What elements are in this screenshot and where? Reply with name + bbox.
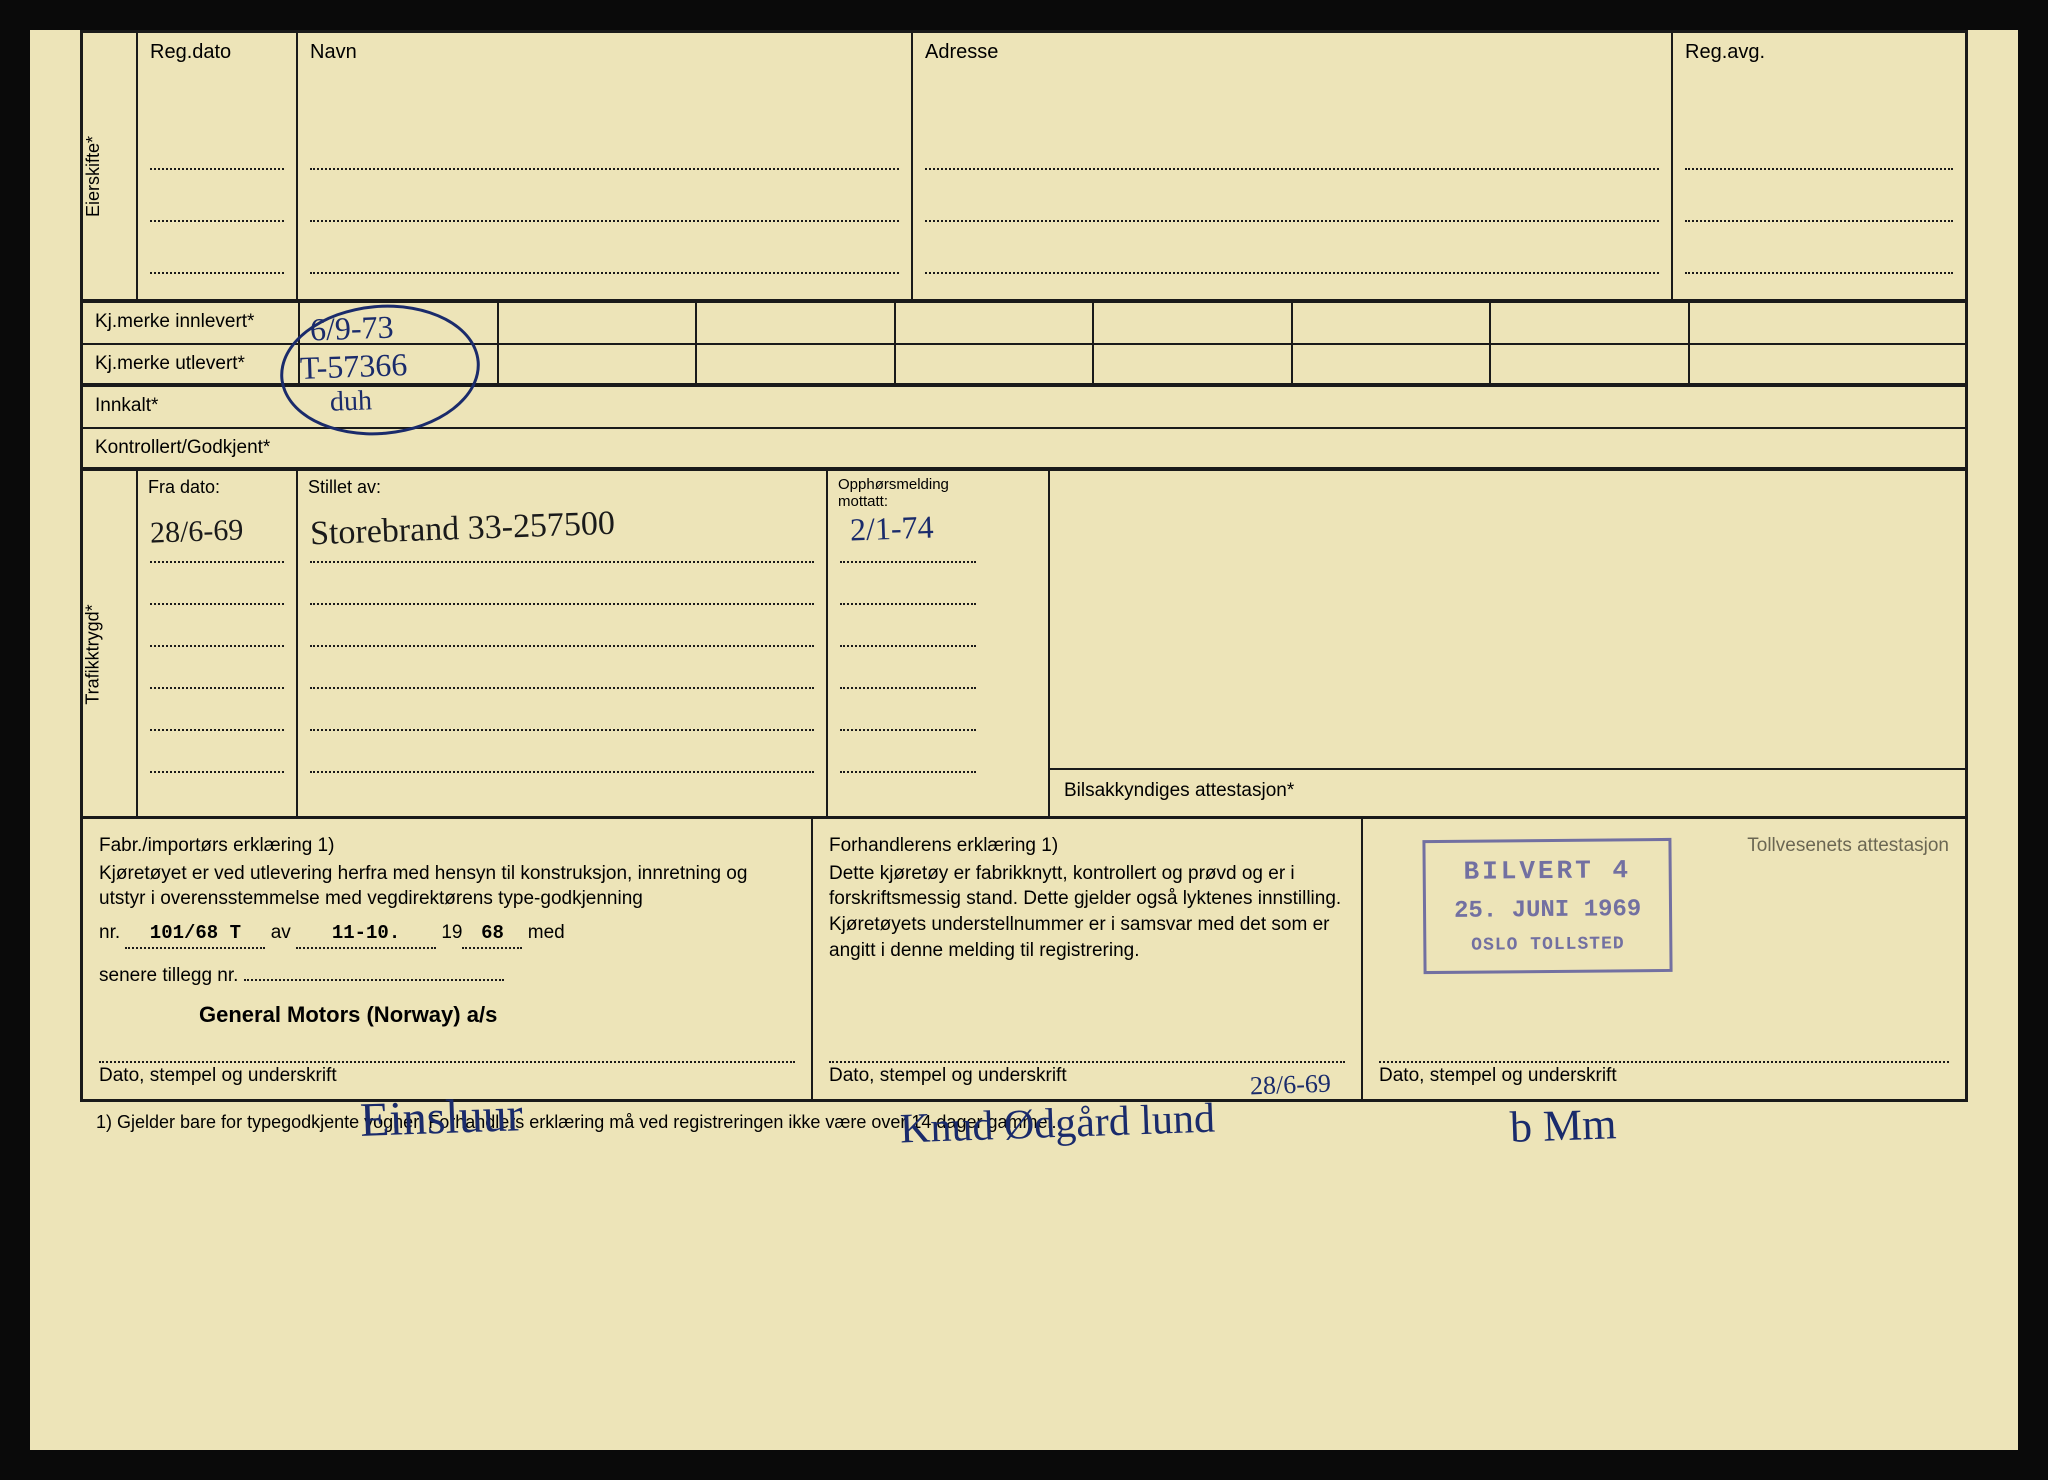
decl-forhandler: Forhandlerens erklæring 1) Dette kjøretø… xyxy=(813,819,1363,1099)
decl1-fill-line: nr. 101/68 T av 11-10. 1968 med xyxy=(99,920,795,949)
declarations-section: Fabr./importørs erklæring 1) Kjøretøyet … xyxy=(83,819,1965,1099)
stamp-line2: 25. JUNI 1969 xyxy=(1454,894,1642,928)
km-utlevert-cells xyxy=(298,345,1965,383)
col-regavg: Reg.avg. xyxy=(1673,33,1965,299)
regavg-rows xyxy=(1685,118,1953,274)
decl2-title: Forhandlerens erklæring 1) xyxy=(829,833,1345,859)
traf-label-text: Trafikktrygd* xyxy=(83,604,104,704)
fra-dato-header: Fra dato: xyxy=(148,477,286,498)
stamp-line3: OSLO TOLLSTED xyxy=(1454,933,1641,959)
bilsak-row: Bilsakkyndiges attestasjon* xyxy=(1050,768,1965,816)
decl1-sig-label: Dato, stempel og underskrift xyxy=(99,1063,337,1089)
km-utlevert-label: Kj.merke utlevert* xyxy=(83,345,298,383)
av-prefix: av xyxy=(271,922,291,943)
toll-stamp: BILVERT 4 25. JUNI 1969 OSLO TOLLSTED xyxy=(1422,838,1672,974)
nr-value: 101/68 T xyxy=(125,921,265,949)
decl-fabrikk: Fabr./importørs erklæring 1) Kjøretøyet … xyxy=(83,819,813,1099)
adresse-header: Adresse xyxy=(925,41,1659,64)
med-suffix: med xyxy=(528,922,565,943)
km-innlevert-cells xyxy=(298,303,1965,343)
km-utlevert-row: Kj.merke utlevert* xyxy=(83,345,1965,387)
decl1-title: Fabr./importørs erklæring 1) xyxy=(99,833,795,859)
eierskifte-section: Eierskifte* Reg.dato Navn Adresse xyxy=(83,33,1965,303)
adresse-rows xyxy=(925,118,1659,274)
fra-rows xyxy=(150,521,284,773)
decl2-sig-label: Dato, stempel og underskrift xyxy=(829,1063,1067,1089)
company-name: General Motors (Norway) a/s xyxy=(199,1000,795,1030)
document-page: Eierskifte* Reg.dato Navn Adresse xyxy=(30,30,2018,1450)
nr-prefix: nr. xyxy=(99,922,120,943)
tcol-fra-dato: Fra dato: xyxy=(138,471,298,816)
col-adresse: Adresse xyxy=(913,33,1673,299)
km-innlevert-row: Kj.merke innlevert* xyxy=(83,303,1965,345)
regavg-header: Reg.avg. xyxy=(1685,41,1953,64)
regdato-rows xyxy=(150,118,284,274)
eierskifte-side-label: Eierskifte* xyxy=(83,33,138,299)
innkalt-label: Innkalt* xyxy=(95,395,158,416)
tillegg-value xyxy=(244,979,504,981)
year-value: 68 xyxy=(462,921,522,949)
km-innlevert-label: Kj.merke innlevert* xyxy=(83,303,298,343)
tillegg-label: senere tillegg nr. xyxy=(99,965,238,986)
opphor-header: Opphørsmelding mottatt: xyxy=(838,477,978,510)
year-prefix: 19 xyxy=(441,922,462,943)
main-frame: Eierskifte* Reg.dato Navn Adresse xyxy=(80,30,1968,1102)
col-navn: Navn xyxy=(298,33,913,299)
innkalt-row: Innkalt* xyxy=(83,387,1965,429)
navn-header: Navn xyxy=(310,41,899,64)
decl1-tillegg-line: senere tillegg nr. xyxy=(99,963,795,989)
av-value: 11-10. xyxy=(296,921,436,949)
kontrollert-label: Kontrollert/Godkjent* xyxy=(95,437,270,458)
navn-rows xyxy=(310,118,899,274)
col-regdato: Reg.dato xyxy=(138,33,298,299)
traf-side-label: Trafikktrygd* xyxy=(83,471,138,816)
opp-rows xyxy=(840,521,976,773)
bilsak-label: Bilsakkyndiges attestasjon* xyxy=(1064,780,1294,801)
tcol-stillet-av: Stillet av: xyxy=(298,471,828,816)
kontrollert-row: Kontrollert/Godkjent* xyxy=(83,429,1965,471)
stillet-av-header: Stillet av: xyxy=(308,477,816,498)
decl1-body: Kjøretøyet er ved utlevering herfra med … xyxy=(99,861,795,912)
stamp-line1: BILVERT 4 xyxy=(1454,853,1642,890)
eierskifte-label-text: Eierskifte* xyxy=(83,136,104,217)
decl2-body: Dette kjøretøy er fabrikknytt, kontrolle… xyxy=(829,861,1345,964)
regdato-header: Reg.dato xyxy=(150,41,284,64)
decl-tollvesen: Tollvesenets attestasjon BILVERT 4 25. J… xyxy=(1363,819,1965,1099)
top-columns: Reg.dato Navn Adresse xyxy=(138,33,1965,299)
traf-left: Trafikktrygd* Fra dato: Stillet av: xyxy=(83,471,1050,816)
traf-columns: Fra dato: Stillet av: xyxy=(138,471,1048,816)
tcol-opphor: Opphørsmelding mottatt: xyxy=(828,471,988,816)
footnote: 1) Gjelder bare for typegodkjente vogner… xyxy=(80,1102,1968,1143)
trafikktrygd-section: Trafikktrygd* Fra dato: Stillet av: xyxy=(83,471,1965,819)
stillet-rows xyxy=(310,521,814,773)
decl3-sig-label: Dato, stempel og underskrift xyxy=(1379,1063,1617,1089)
traf-right: Bilsakkyndiges attestasjon* xyxy=(1050,471,1965,816)
